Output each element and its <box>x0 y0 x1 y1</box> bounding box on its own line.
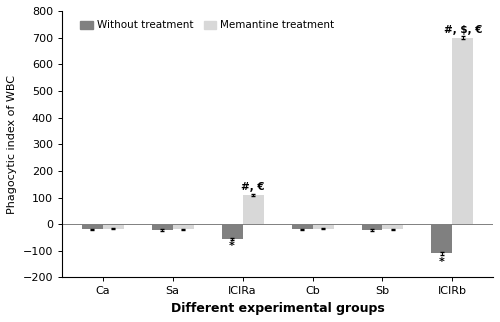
Bar <box>242 195 264 224</box>
Bar <box>382 224 404 230</box>
Bar <box>312 224 334 229</box>
Text: *: * <box>439 257 445 267</box>
Text: #, $, €: #, $, € <box>444 25 482 35</box>
Bar <box>82 224 102 230</box>
Bar <box>172 224 194 230</box>
Y-axis label: Phagocytic index of WBC: Phagocytic index of WBC <box>7 75 17 214</box>
Text: #, €: #, € <box>241 183 265 193</box>
X-axis label: Different experimental groups: Different experimental groups <box>170 302 384 315</box>
Bar <box>292 224 312 230</box>
Bar <box>222 224 242 239</box>
Bar <box>452 38 473 224</box>
Bar <box>102 224 124 229</box>
Bar <box>432 224 452 253</box>
Bar <box>362 224 382 230</box>
Bar <box>152 224 172 230</box>
Legend: Without treatment, Memantine treatment: Without treatment, Memantine treatment <box>76 16 338 34</box>
Text: *: * <box>229 242 235 251</box>
